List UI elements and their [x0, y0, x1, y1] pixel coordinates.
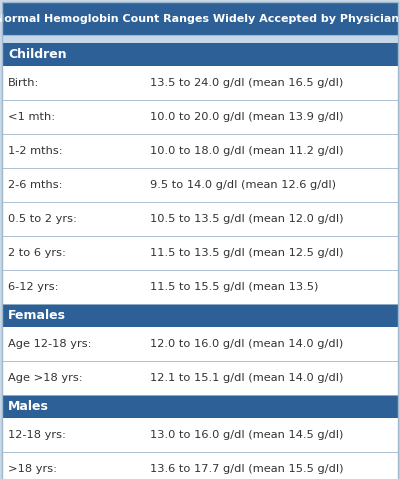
- Text: 13.5 to 24.0 g/dl (mean 16.5 g/dl): 13.5 to 24.0 g/dl (mean 16.5 g/dl): [150, 78, 343, 88]
- Text: Children: Children: [8, 48, 67, 61]
- Bar: [2, 418, 398, 452]
- Text: Age 12-18 yrs:: Age 12-18 yrs:: [8, 339, 92, 349]
- Bar: [2, 395, 398, 418]
- Bar: [2, 236, 398, 270]
- Text: 0.5 to 2 yrs:: 0.5 to 2 yrs:: [8, 214, 77, 224]
- Text: 11.5 to 13.5 g/dl (mean 12.5 g/dl): 11.5 to 13.5 g/dl (mean 12.5 g/dl): [150, 248, 344, 258]
- Text: 12.1 to 15.1 g/dl (mean 14.0 g/dl): 12.1 to 15.1 g/dl (mean 14.0 g/dl): [150, 373, 343, 383]
- Text: 13.0 to 16.0 g/dl (mean 14.5 g/dl): 13.0 to 16.0 g/dl (mean 14.5 g/dl): [150, 430, 343, 440]
- Text: Age >18 yrs:: Age >18 yrs:: [8, 373, 83, 383]
- Text: >18 yrs:: >18 yrs:: [8, 464, 57, 474]
- Text: 13.6 to 17.7 g/dl (mean 15.5 g/dl): 13.6 to 17.7 g/dl (mean 15.5 g/dl): [150, 464, 344, 474]
- Bar: [2, 202, 398, 236]
- Bar: [2, 100, 398, 134]
- Text: Normal Hemoglobin Count Ranges Widely Accepted by Physicians: Normal Hemoglobin Count Ranges Widely Ac…: [0, 13, 400, 23]
- Text: 2-6 mths:: 2-6 mths:: [8, 180, 62, 190]
- Text: Females: Females: [8, 309, 66, 322]
- Text: 12-18 yrs:: 12-18 yrs:: [8, 430, 66, 440]
- Text: 1-2 mths:: 1-2 mths:: [8, 146, 63, 156]
- Bar: [2, 2, 398, 35]
- Bar: [2, 66, 398, 100]
- Text: 9.5 to 14.0 g/dl (mean 12.6 g/dl): 9.5 to 14.0 g/dl (mean 12.6 g/dl): [150, 180, 336, 190]
- Text: 10.5 to 13.5 g/dl (mean 12.0 g/dl): 10.5 to 13.5 g/dl (mean 12.0 g/dl): [150, 214, 344, 224]
- Bar: [2, 304, 398, 327]
- Bar: [2, 327, 398, 361]
- Text: 2 to 6 yrs:: 2 to 6 yrs:: [8, 248, 66, 258]
- Bar: [2, 168, 398, 202]
- Bar: [2, 270, 398, 304]
- Text: 10.0 to 18.0 g/dl (mean 11.2 g/dl): 10.0 to 18.0 g/dl (mean 11.2 g/dl): [150, 146, 344, 156]
- Bar: [2, 361, 398, 395]
- Bar: [2, 134, 398, 168]
- Text: Males: Males: [8, 400, 49, 413]
- Text: <1 mth:: <1 mth:: [8, 112, 55, 122]
- Text: Birth:: Birth:: [8, 78, 39, 88]
- Bar: [2, 43, 398, 66]
- Bar: [2, 452, 398, 479]
- Text: 6-12 yrs:: 6-12 yrs:: [8, 282, 58, 292]
- Text: 11.5 to 15.5 g/dl (mean 13.5): 11.5 to 15.5 g/dl (mean 13.5): [150, 282, 318, 292]
- Text: 12.0 to 16.0 g/dl (mean 14.0 g/dl): 12.0 to 16.0 g/dl (mean 14.0 g/dl): [150, 339, 343, 349]
- Text: 10.0 to 20.0 g/dl (mean 13.9 g/dl): 10.0 to 20.0 g/dl (mean 13.9 g/dl): [150, 112, 344, 122]
